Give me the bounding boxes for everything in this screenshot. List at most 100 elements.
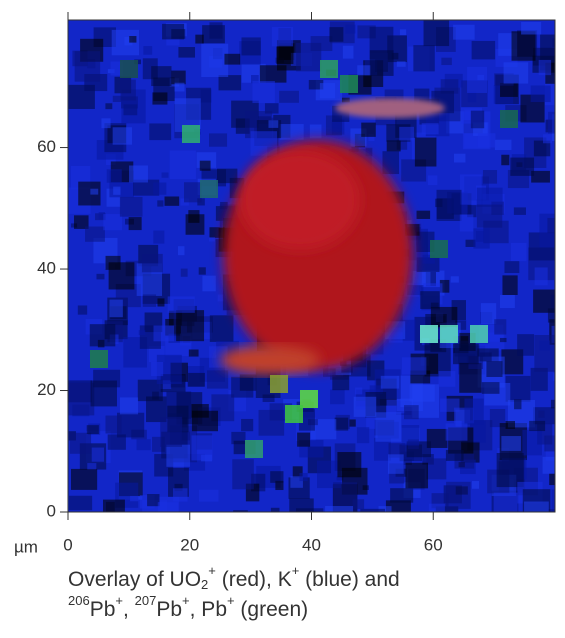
image-pixel <box>91 447 105 462</box>
image-pixel <box>390 488 414 503</box>
image-pixel <box>399 29 407 36</box>
image-pixel <box>188 372 205 387</box>
image-pixel <box>105 415 122 434</box>
image-pixel <box>262 394 275 403</box>
image-pixel <box>268 120 279 128</box>
image-pixel <box>505 421 516 429</box>
red-region <box>220 345 320 375</box>
image-pixel <box>345 24 356 34</box>
image-pixel <box>98 212 106 220</box>
image-pixel <box>479 352 492 362</box>
image-pixel <box>551 489 555 512</box>
image-pixel <box>420 325 438 343</box>
image-pixel <box>386 140 401 152</box>
image-pixel <box>533 140 551 157</box>
image-pixel <box>400 398 414 408</box>
image-pixel <box>178 246 185 256</box>
image-pixel <box>250 131 278 156</box>
image-pixel <box>470 110 485 129</box>
image-pixel <box>147 494 160 507</box>
image-pixel <box>369 385 383 395</box>
image-pixel <box>270 375 288 393</box>
image-pixel <box>441 57 452 66</box>
image-pixel <box>467 66 488 93</box>
image-pixel <box>74 51 101 82</box>
image-pixel <box>153 325 175 342</box>
pink-streak <box>335 98 445 118</box>
image-pixel <box>503 62 529 84</box>
image-pixel <box>412 270 431 286</box>
image-pixel <box>453 343 479 365</box>
caption-text: Pb <box>90 598 116 621</box>
image-pixel <box>85 226 105 242</box>
image-pixel <box>133 179 160 196</box>
image-pixel <box>539 340 551 351</box>
image-pixel <box>352 499 365 509</box>
image-pixel <box>202 275 216 292</box>
image-pixel <box>480 303 497 324</box>
image-pixel <box>136 439 151 451</box>
image-pixel <box>323 368 336 377</box>
image-pixel <box>106 154 116 166</box>
image-pixel <box>153 230 165 244</box>
image-pixel <box>375 412 402 442</box>
image-pixel <box>366 416 376 429</box>
image-pixel <box>494 319 507 335</box>
image-pixel <box>200 180 218 198</box>
image-pixel <box>107 434 126 450</box>
image-pixel <box>355 387 363 395</box>
caption-sup: + <box>208 563 216 578</box>
image-pixel <box>439 279 450 293</box>
caption-text: (red), K <box>216 568 292 591</box>
image-pixel <box>208 237 216 242</box>
image-pixel <box>341 364 353 373</box>
image-pixel <box>514 399 522 410</box>
y-tick-label: 60 <box>37 137 56 156</box>
image-pixel <box>450 276 459 283</box>
image-pixel <box>149 123 172 141</box>
image-pixel <box>171 70 186 85</box>
image-pixel <box>320 60 338 78</box>
image-pixel <box>405 462 429 489</box>
image-pixel <box>241 63 266 83</box>
image-pixel <box>130 495 139 502</box>
image-pixel <box>166 444 191 467</box>
image-pixel <box>517 334 535 356</box>
image-pixel <box>550 399 555 409</box>
image-pixel <box>493 492 518 512</box>
image-pixel <box>533 289 555 313</box>
image-pixel <box>401 424 420 446</box>
image-pixel <box>341 97 350 103</box>
image-pixel <box>404 405 419 420</box>
image-pixel <box>279 90 299 103</box>
image-pixel <box>69 495 93 511</box>
image-pixel <box>206 370 229 389</box>
caption-line: Overlay of UO2+ (red), K+ (blue) and <box>68 563 400 592</box>
image-pixel <box>385 500 411 512</box>
image-pixel <box>499 294 515 309</box>
image-pixel <box>407 285 424 296</box>
image-pixel <box>549 473 555 486</box>
image-pixel <box>547 308 555 323</box>
image-pixel <box>158 380 172 390</box>
image-pixel <box>430 306 458 328</box>
image-pixel <box>137 379 163 402</box>
image-pixel <box>209 22 223 39</box>
image-pixel <box>333 482 358 512</box>
image-pixel <box>120 79 136 101</box>
image-pixel <box>361 122 376 137</box>
image-pixel <box>467 91 477 103</box>
image-pixel <box>209 315 234 342</box>
image-pixel <box>152 92 168 105</box>
caption-line: 206Pb+, 207Pb+, Pb+ (green) <box>68 593 308 620</box>
image-pixel <box>542 456 555 474</box>
image-pixel <box>308 79 324 90</box>
image-pixel <box>355 400 366 410</box>
image-pixel <box>402 459 412 465</box>
image-pixel <box>191 435 213 461</box>
image-pixel <box>209 133 228 147</box>
image-pixel <box>388 327 403 343</box>
image-pixel <box>423 20 450 47</box>
image-pixel <box>464 398 484 425</box>
